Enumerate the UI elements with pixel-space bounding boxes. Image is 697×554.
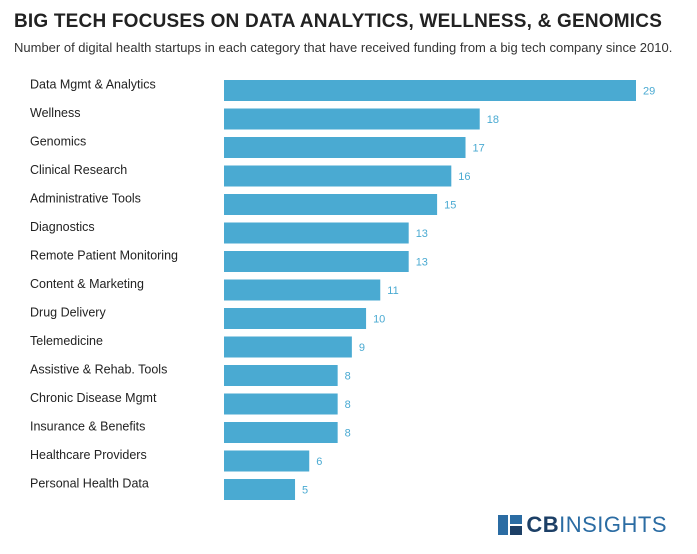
category-label: Chronic Disease Mgmt bbox=[30, 391, 157, 405]
category-labels: Data Mgmt & Analytics Wellness Genomics Cli… bbox=[30, 78, 178, 491]
bar bbox=[224, 80, 636, 101]
value-label: 11 bbox=[387, 285, 398, 297]
cbinsights-logo-text: CBINSIGHTS bbox=[526, 512, 667, 537]
value-label: 13 bbox=[416, 257, 428, 269]
value-label: 17 bbox=[473, 143, 485, 155]
category-label: Data Mgmt & Analytics bbox=[30, 78, 156, 92]
category-label: Administrative Tools bbox=[30, 192, 141, 206]
chart-title: BIG TECH FOCUSES ON DATA ANALYTICS, WELL… bbox=[14, 11, 663, 32]
category-label: Remote Patient Monitoring bbox=[30, 249, 178, 263]
bar bbox=[224, 251, 409, 272]
value-label: 18 bbox=[487, 114, 499, 126]
category-label: Content & Marketing bbox=[30, 277, 144, 291]
bar bbox=[224, 137, 466, 158]
category-label: Telemedicine bbox=[30, 334, 103, 348]
category-label: Insurance & Benefits bbox=[30, 420, 145, 434]
bar bbox=[224, 165, 452, 187]
value-label: 29 bbox=[643, 86, 655, 98]
bar bbox=[224, 450, 310, 472]
category-label: Wellness bbox=[30, 106, 80, 120]
category-label: Personal Health Data bbox=[30, 477, 149, 491]
value-label: 16 bbox=[458, 171, 470, 183]
bars bbox=[224, 80, 636, 500]
bar bbox=[224, 308, 367, 329]
value-label: 8 bbox=[345, 399, 351, 411]
category-label: Genomics bbox=[30, 135, 86, 149]
value-label: 9 bbox=[359, 342, 365, 354]
value-label: 10 bbox=[373, 314, 385, 326]
category-label: Drug Delivery bbox=[30, 306, 106, 320]
bar bbox=[224, 336, 352, 358]
value-label: 8 bbox=[345, 428, 351, 440]
category-label: Diagnostics bbox=[30, 220, 95, 234]
chart-subtitle: Number of digital health startups in eac… bbox=[14, 40, 673, 55]
cbinsights-logo-mark-icon bbox=[498, 515, 523, 535]
bar bbox=[224, 194, 438, 215]
value-label: 8 bbox=[345, 371, 351, 383]
bar bbox=[224, 222, 409, 244]
bar bbox=[224, 365, 338, 386]
bar bbox=[224, 422, 338, 443]
bar bbox=[224, 108, 480, 130]
bar bbox=[224, 279, 381, 301]
category-label: Healthcare Providers bbox=[30, 448, 147, 462]
value-labels: 29 18 17 16 15 13 13 11 10 9 8 8 8 6 5 bbox=[302, 86, 655, 497]
value-label: 5 bbox=[302, 485, 308, 497]
value-label: 6 bbox=[316, 456, 322, 468]
value-label: 13 bbox=[416, 228, 428, 240]
category-label: Assistive & Rehab. Tools bbox=[30, 363, 167, 377]
bar bbox=[224, 479, 296, 500]
category-label: Clinical Research bbox=[30, 163, 127, 177]
cbinsights-logo: CBINSIGHTS bbox=[498, 512, 667, 538]
value-label: 15 bbox=[444, 200, 456, 212]
bar bbox=[224, 393, 338, 415]
